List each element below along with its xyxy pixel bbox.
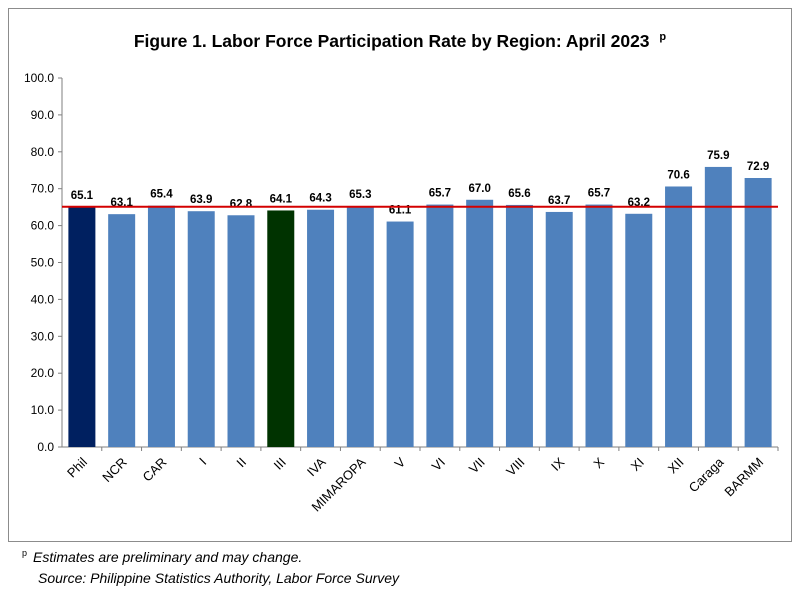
x-tick-label: VI — [429, 455, 448, 474]
x-tick-label: III — [271, 455, 289, 473]
bar-viii — [505, 204, 533, 447]
y-tick-label: 100.0 — [24, 71, 54, 85]
data-label: 65.3 — [349, 189, 371, 201]
data-label: 63.7 — [548, 195, 570, 207]
bars — [68, 166, 772, 447]
bar-xii — [665, 186, 693, 447]
y-tick-label: 20.0 — [31, 366, 55, 380]
x-tick-label: XI — [628, 455, 647, 474]
y-tick-label: 50.0 — [31, 256, 55, 270]
x-tick-label: I — [196, 455, 209, 468]
data-label: 65.7 — [588, 188, 610, 200]
x-tick-label: NCR — [99, 455, 130, 486]
preliminary-marker: p — [659, 31, 666, 43]
footnote-note: p Estimates are preliminary and may chang… — [22, 548, 302, 565]
x-tick-label: IVA — [304, 454, 329, 479]
x-tick-label: VIII — [503, 455, 527, 479]
data-label: 63.9 — [190, 194, 212, 206]
bar-iii — [267, 210, 295, 447]
bar-car — [147, 205, 175, 447]
footnote-marker: p — [22, 548, 28, 558]
bar-x — [585, 204, 613, 447]
bar-v — [386, 221, 414, 447]
bar-i — [187, 211, 215, 447]
bar-ix — [545, 211, 573, 447]
bar-xi — [625, 213, 653, 447]
data-label: 62.8 — [230, 198, 253, 210]
x-tick-label: BARMM — [721, 455, 766, 500]
bar-barmm — [744, 177, 772, 447]
x-tick-label: IX — [548, 454, 568, 474]
bar-caraga — [704, 166, 732, 447]
x-tick-label: XII — [665, 455, 687, 477]
y-tick-label: 10.0 — [31, 403, 55, 417]
data-label: 67.0 — [468, 183, 490, 195]
x-tick-label: Phil — [64, 454, 90, 480]
y-tick-label: 0.0 — [37, 440, 54, 454]
data-label: 65.7 — [429, 188, 451, 200]
data-label: 65.4 — [150, 189, 173, 201]
footnote-source: Source: Philippine Statistics Authority,… — [38, 570, 399, 586]
x-tick-label: II — [233, 455, 249, 471]
data-label: 70.6 — [667, 169, 689, 181]
y-tick-label: 80.0 — [31, 145, 55, 159]
bar-vii — [466, 199, 494, 447]
data-label: 65.6 — [508, 188, 530, 200]
data-label: 64.1 — [270, 193, 293, 205]
y-tick-label: 30.0 — [31, 329, 55, 343]
x-tick-label: V — [391, 454, 408, 471]
bar-vi — [426, 204, 454, 447]
y-tick-label: 60.0 — [31, 219, 55, 233]
footnote-note-text: Estimates are preliminary and may change… — [33, 549, 303, 565]
y-tick-label: 40.0 — [31, 292, 55, 306]
bar-ncr — [108, 214, 136, 447]
bar-ii — [227, 215, 255, 447]
x-tick-label: X — [590, 454, 607, 471]
bar-phil — [68, 206, 96, 447]
y-tick-label: 90.0 — [31, 108, 55, 122]
bar-mimaropa — [346, 206, 374, 447]
x-tick-label: VII — [466, 455, 488, 477]
chart-title: Figure 1. Labor Force Participation Rate… — [134, 31, 667, 51]
x-tick-label: CAR — [140, 455, 170, 485]
data-label: 72.9 — [747, 161, 769, 173]
data-label: 64.3 — [309, 193, 331, 205]
y-tick-label: 70.0 — [31, 182, 55, 196]
bar-iva — [307, 209, 335, 447]
footnote-source-text: Source: Philippine Statistics Authority,… — [38, 570, 400, 586]
data-label: 65.1 — [71, 190, 94, 202]
data-label: 75.9 — [707, 150, 729, 162]
